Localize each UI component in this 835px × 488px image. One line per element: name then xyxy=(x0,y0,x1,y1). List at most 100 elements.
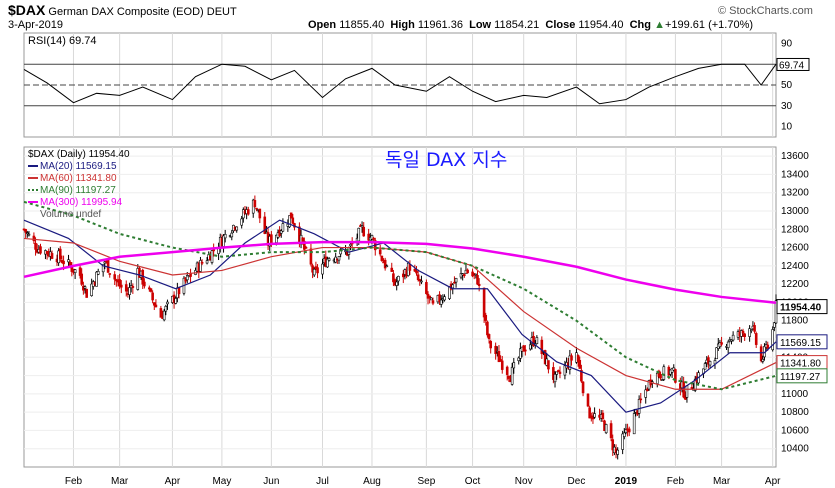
candle-body xyxy=(477,283,481,286)
x-tick-label: Nov xyxy=(515,476,533,487)
candle-body xyxy=(759,346,763,362)
price-y-tick: 13000 xyxy=(781,206,809,217)
candle-body xyxy=(632,413,636,435)
candle-body xyxy=(349,244,352,247)
candle-body xyxy=(62,260,65,265)
x-tick-label: Jun xyxy=(263,476,279,487)
candle-body xyxy=(771,329,775,351)
candle-body xyxy=(27,233,31,236)
candle-body xyxy=(707,357,710,365)
candle-body xyxy=(609,423,613,439)
x-tick-label: Apr xyxy=(165,476,181,487)
candle-body xyxy=(327,258,331,261)
candle-body xyxy=(517,357,521,361)
candle-body xyxy=(463,274,466,277)
candle-body xyxy=(616,449,619,455)
candle-body xyxy=(255,207,258,210)
x-tick-label: Feb xyxy=(667,476,685,487)
candle-body xyxy=(151,292,154,301)
candle-body xyxy=(499,359,502,362)
candle-body xyxy=(149,288,153,292)
candle-body xyxy=(430,297,433,301)
candle-body xyxy=(131,286,135,288)
candle-body xyxy=(659,374,662,379)
candle-body xyxy=(166,301,169,305)
value-tag: 11341.80 xyxy=(780,359,821,370)
candle-body xyxy=(622,432,626,437)
ma-line-MA300 xyxy=(23,240,777,305)
close-label: Close xyxy=(545,19,576,31)
candle-body xyxy=(730,339,733,342)
candle-body xyxy=(316,267,319,274)
candle-body xyxy=(748,328,751,337)
ma-line-MA20 xyxy=(23,219,777,413)
candle-body xyxy=(563,365,567,376)
candle-body xyxy=(242,209,245,219)
candle-body xyxy=(487,334,491,339)
low-label: Low xyxy=(469,19,492,31)
candle-body xyxy=(500,360,504,370)
price-y-tick: 11000 xyxy=(781,389,809,400)
candle-body xyxy=(580,369,583,382)
candle-body xyxy=(601,412,605,420)
value-tag: 11569.15 xyxy=(780,338,821,349)
ma-line-MA60 xyxy=(23,237,777,390)
candle-body xyxy=(726,341,730,348)
x-tick-label: Mar xyxy=(713,476,731,487)
candle-body xyxy=(428,295,431,299)
candle-body xyxy=(235,226,239,231)
candle-body xyxy=(309,248,313,265)
candle-body xyxy=(339,249,342,255)
rsi-line xyxy=(23,63,777,105)
rsi-y-tick: 90 xyxy=(781,38,793,49)
candle-body xyxy=(413,268,417,272)
legend-entry: MA(60) 11341.80 xyxy=(40,173,117,184)
candle-body xyxy=(685,385,689,398)
candle-body xyxy=(380,255,384,261)
candle-body xyxy=(128,287,131,295)
candle-body xyxy=(253,200,257,208)
price-y-tick: 12600 xyxy=(781,243,809,254)
candle-body xyxy=(418,279,422,282)
candle-body xyxy=(90,283,93,297)
candle-body xyxy=(177,287,181,295)
high-value: 11961.36 xyxy=(417,19,463,31)
x-tick-label: Jul xyxy=(316,476,329,487)
candle-body xyxy=(522,345,525,352)
candle-body xyxy=(385,265,389,268)
candle-body xyxy=(708,361,712,366)
x-tick-label: Feb xyxy=(65,476,83,487)
candle-body xyxy=(159,308,163,318)
candle-body xyxy=(586,393,590,407)
symbol: $DAX xyxy=(8,2,46,18)
candle-body xyxy=(438,294,441,303)
candle-body xyxy=(476,275,479,285)
candle-body xyxy=(512,362,516,369)
change-arrow-icon: ▲ xyxy=(654,19,665,31)
candle-body xyxy=(85,288,88,298)
legend-entry: MA(300) 11995.94 xyxy=(40,197,123,208)
chg-label: Chg xyxy=(629,19,651,31)
legend-entry: $DAX (Daily) 11954.40 xyxy=(28,149,130,160)
candle-body xyxy=(189,273,192,277)
price-y-tick: 12400 xyxy=(781,261,809,272)
candle-body xyxy=(83,286,87,289)
candle-body xyxy=(637,398,641,414)
candle-body xyxy=(24,229,27,233)
candle-body xyxy=(543,350,547,365)
candle-body xyxy=(547,360,550,370)
candle-body xyxy=(392,273,395,283)
legend-entry: MA(90) 11197.27 xyxy=(40,185,116,196)
open-label: Open xyxy=(308,19,337,31)
price-y-tick: 13400 xyxy=(781,169,809,180)
candle-body xyxy=(34,242,37,250)
candle-body xyxy=(555,371,558,375)
value-tag-box xyxy=(776,299,828,315)
candle-body xyxy=(303,240,306,250)
price-y-tick: 10400 xyxy=(781,444,809,455)
candle-body xyxy=(25,232,29,235)
candle-body xyxy=(357,227,361,242)
candle-body xyxy=(474,273,478,276)
candle-body xyxy=(321,263,324,275)
rsi-y-tick: 10 xyxy=(781,122,793,133)
